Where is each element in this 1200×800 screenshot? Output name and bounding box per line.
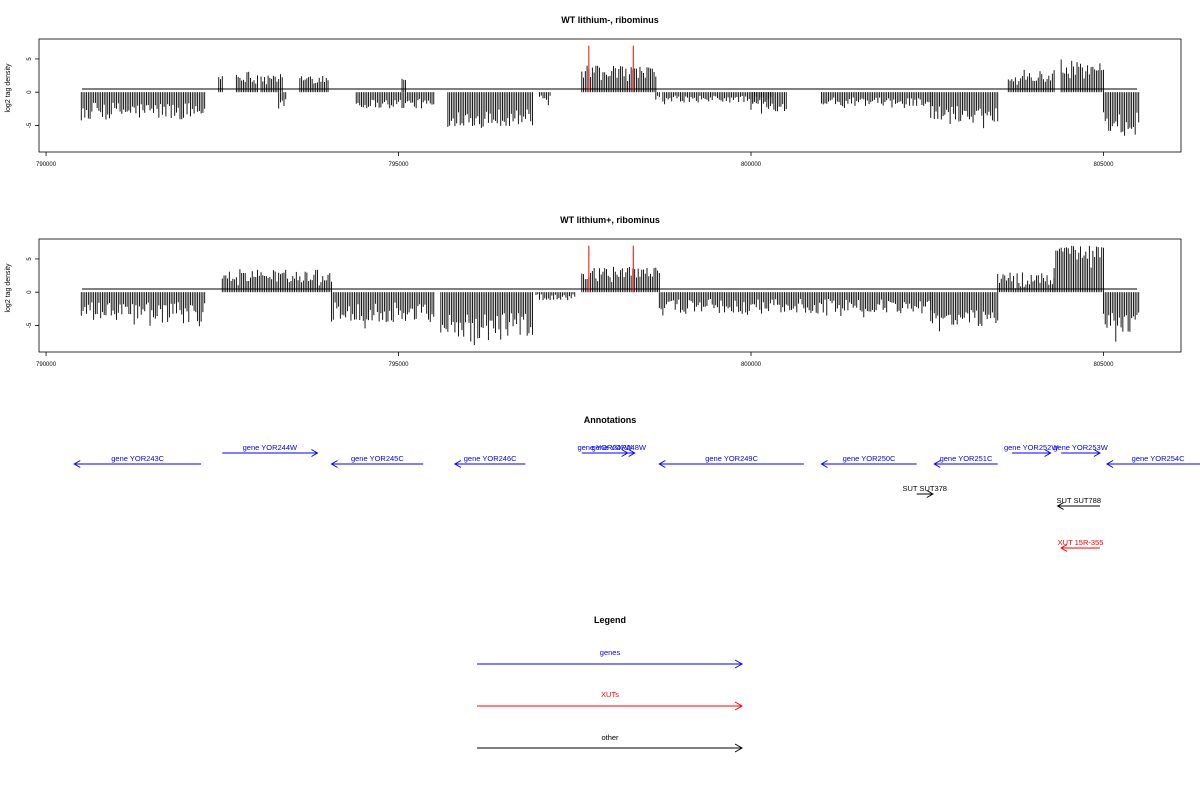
annotation-feature: gene YOR243C — [73, 454, 202, 468]
x-tick-label: 790000 — [36, 162, 57, 168]
feature-label: gene YOR253W — [1053, 443, 1108, 452]
y-tick-label: 0 — [27, 290, 33, 294]
x-tick-label: 800000 — [741, 362, 762, 368]
y-tick-label: -5 — [27, 322, 33, 328]
legend-label: XUTs — [601, 690, 619, 699]
legend-label: genes — [600, 648, 621, 657]
feature-label: gene YOR243C — [111, 454, 164, 463]
chart-title: WT lithium+, ribominus — [560, 215, 660, 225]
feature-label: gene YOR251C — [940, 454, 993, 463]
annotation-feature: gene YOR249C — [658, 454, 804, 468]
arrow-left-icon — [73, 460, 81, 468]
legend-label: other — [601, 733, 619, 742]
x-tick-label: 795000 — [389, 362, 410, 368]
annotation-feature: SUT SUT788 — [1057, 496, 1101, 510]
feature-label: XUT 15R-355 — [1058, 538, 1104, 547]
arrow-left-icon — [330, 460, 338, 468]
legend-panel: Legend genes XUTs other — [477, 615, 744, 753]
feature-label: gene YOR248W — [592, 443, 647, 452]
annotation-feature: gene YOR248W — [592, 443, 647, 457]
x-tick-label: 805000 — [1093, 162, 1114, 168]
feature-label: gene YOR254C — [1132, 454, 1185, 463]
y-tick-label: 0 — [27, 90, 33, 94]
feature-label: SUT SUT378 — [903, 484, 947, 493]
y-tick-label: 5 — [27, 257, 33, 261]
y-tick-label: -5 — [27, 122, 33, 128]
axis-ticks: 790000 795000 800000 805000 5 0 -5 — [27, 257, 1114, 368]
annotation-feature: gene YOR251C — [933, 454, 998, 468]
annotation-feature: gene YOR254C — [1105, 454, 1200, 468]
density-bars — [80, 59, 1140, 136]
annotation-feature: gene YOR245C — [330, 454, 424, 468]
feature-label: gene YOR245C — [351, 454, 404, 463]
arrow-right-icon — [311, 449, 319, 457]
annotation-feature: SUT SUT378 — [903, 484, 947, 498]
legend-item-other: other — [477, 733, 744, 753]
annotation-feature: gene YOR246C — [453, 454, 526, 468]
x-tick-label: 795000 — [389, 162, 410, 168]
arrow-right-icon — [734, 743, 744, 753]
arrow-left-icon — [453, 460, 462, 468]
y-axis-label: log2 tag density — [5, 63, 12, 113]
annotations-title: Annotations — [584, 415, 637, 425]
annotation-features: gene YOR243C gene YOR244W gene YOR245C gene… — [73, 443, 1200, 552]
plot-frame — [38, 238, 1182, 353]
feature-label: SUT SUT788 — [1057, 496, 1101, 505]
track-panel-lithium-plus: WT lithium+, ribominus log2 tag density … — [5, 215, 1182, 368]
legend-item-xuts: XUTs — [477, 690, 744, 711]
x-tick-label: 805000 — [1093, 362, 1114, 368]
annotation-feature: gene YOR244W — [222, 443, 319, 457]
plot-frame — [38, 38, 1182, 153]
y-tick-label: 5 — [27, 57, 33, 61]
axis-ticks: 790000 795000 800000 805000 5 0 -5 — [27, 57, 1114, 168]
feature-label: gene YOR249C — [705, 454, 758, 463]
arrow-right-icon — [628, 449, 636, 457]
x-tick-label: 790000 — [36, 362, 57, 368]
arrow-left-icon — [1105, 460, 1114, 468]
chart-title: WT lithium-, ribominus — [561, 15, 659, 25]
red-markers — [588, 45, 634, 93]
feature-label: gene YOR252W — [1004, 443, 1059, 452]
feature-label: gene YOR246C — [464, 454, 517, 463]
y-axis-label: log2 tag density — [5, 263, 12, 313]
annotation-feature: gene YOR250C — [820, 454, 917, 468]
annotation-feature: XUT 15R-355 — [1058, 538, 1104, 552]
arrow-left-icon — [1056, 502, 1064, 510]
arrow-left-icon — [820, 460, 828, 468]
arrow-left-icon — [1060, 544, 1068, 552]
arrow-right-icon — [734, 659, 744, 669]
legend-item-genes: genes — [477, 648, 744, 669]
annotation-feature: gene YOR252W — [1004, 443, 1059, 457]
arrow-right-icon — [1093, 449, 1101, 457]
legend-title: Legend — [594, 615, 626, 625]
arrow-right-icon — [734, 701, 744, 711]
arrow-left-icon — [933, 460, 941, 468]
arrow-right-icon — [1044, 449, 1052, 457]
arrow-left-icon — [658, 460, 666, 468]
feature-label: gene YOR244W — [243, 443, 298, 452]
feature-label: gene YOR250C — [843, 454, 896, 463]
arrow-right-icon — [926, 490, 934, 498]
red-markers — [588, 245, 634, 293]
annotation-feature: gene YOR253W — [1053, 443, 1109, 457]
feature-label: gene YOR247W — [577, 443, 632, 452]
track-panel-lithium-minus: WT lithium-, ribominus log2 tag density … — [5, 15, 1182, 168]
x-tick-label: 800000 — [741, 162, 762, 168]
